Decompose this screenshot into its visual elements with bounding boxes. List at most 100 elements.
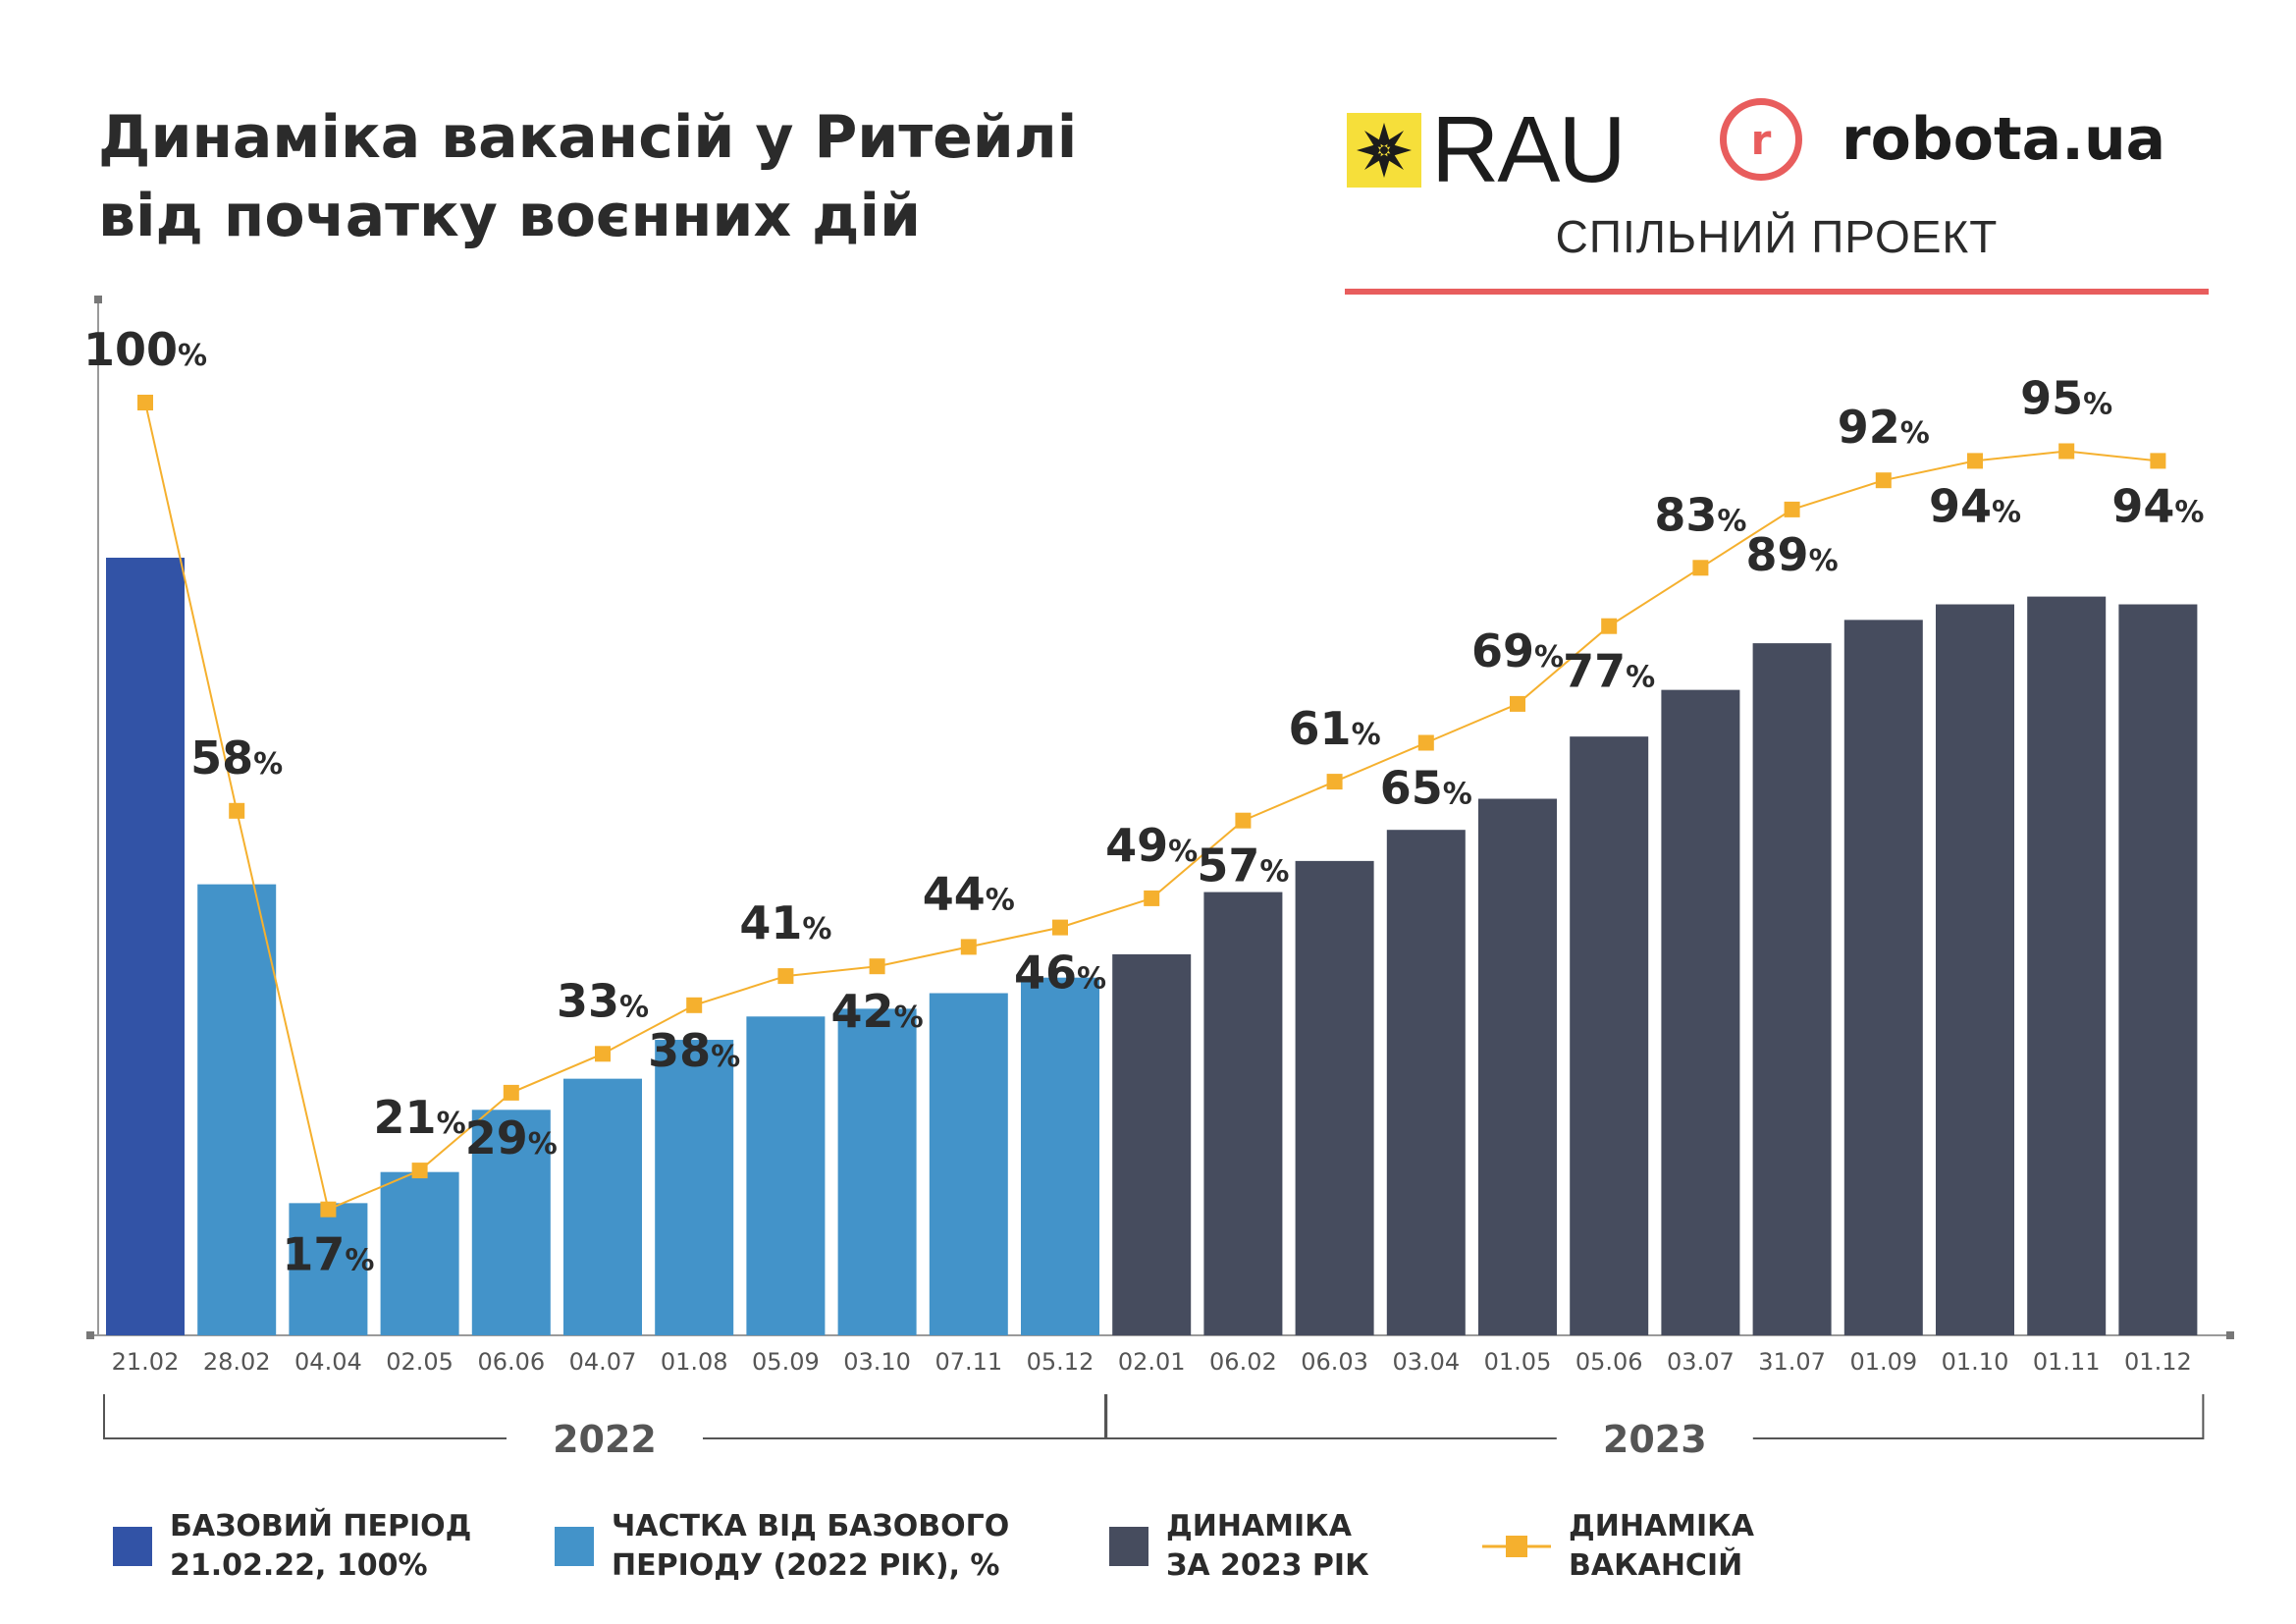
bar-06.06 bbox=[471, 1110, 551, 1335]
data-label: 89% bbox=[1746, 528, 1839, 581]
x-tick-label: 21.02 bbox=[112, 1348, 180, 1376]
bar-05.12 bbox=[1021, 977, 1099, 1335]
bar-06.02 bbox=[1203, 892, 1283, 1335]
axis-origin-cap bbox=[86, 1331, 94, 1339]
joint-project-label: СПІЛЬНИЙ ПРОЕКТ bbox=[1555, 211, 1999, 262]
x-tick-label: 05.09 bbox=[752, 1348, 820, 1376]
year-group-2022: 2022 bbox=[103, 1394, 1106, 1461]
data-label: 17% bbox=[282, 1228, 374, 1281]
x-tick-label: 03.07 bbox=[1667, 1348, 1735, 1376]
legend-line-marker-icon bbox=[1482, 1536, 1551, 1557]
legend-item-dynamics-2023: ДИНАМІКА ЗА 2023 РІК bbox=[1109, 1507, 1369, 1586]
legend-label-2023-1: ДИНАМІКА bbox=[1166, 1509, 1352, 1543]
rau-wordmark: RAU bbox=[1431, 97, 1627, 202]
year-label: 2022 bbox=[553, 1418, 657, 1461]
title-line-2: від початку воєнних дій bbox=[98, 182, 922, 250]
x-tick-labels-layer: 21.02 28.02 04.04 02.05 06.06 04.07 01.08 05.09… bbox=[112, 1348, 2192, 1376]
bar-06.03 bbox=[1295, 860, 1374, 1335]
data-label: 57% bbox=[1197, 839, 1289, 893]
line-marker bbox=[2058, 443, 2075, 460]
data-label: 49% bbox=[1105, 819, 1198, 872]
line-marker bbox=[1417, 734, 1434, 751]
year-label: 2023 bbox=[1603, 1418, 1707, 1461]
line-marker bbox=[1692, 560, 1709, 576]
x-tick-label: 28.02 bbox=[203, 1348, 271, 1376]
line-marker bbox=[2150, 453, 2166, 469]
bar-21.02 bbox=[106, 558, 185, 1335]
bar-31.07 bbox=[1752, 643, 1832, 1335]
rau-logo: RAU bbox=[1347, 97, 1627, 202]
data-label: 77% bbox=[1563, 645, 1655, 698]
line-marker bbox=[777, 968, 794, 985]
line-marker bbox=[1510, 695, 1525, 712]
rau-star-icon bbox=[1347, 113, 1421, 188]
bar-01.11 bbox=[2027, 596, 2107, 1335]
data-label: 21% bbox=[374, 1091, 466, 1144]
robota-wordmark: robota.ua bbox=[1842, 105, 2166, 174]
x-tick-label: 01.12 bbox=[2124, 1348, 2192, 1376]
robota-r-icon: r bbox=[1720, 98, 1802, 181]
robota-logo: r robota.ua bbox=[1720, 98, 2165, 181]
legend-item-share-2022: ЧАСТКА ВІД БАЗОВОГО ПЕРІОДУ (2022 РІК), … bbox=[555, 1507, 1009, 1586]
data-label: 61% bbox=[1289, 702, 1381, 755]
data-label: 92% bbox=[1838, 401, 1930, 454]
legend-swatch-dynamics-2023 bbox=[1109, 1527, 1148, 1566]
line-marker bbox=[503, 1084, 519, 1101]
x-tick-label: 02.05 bbox=[386, 1348, 454, 1376]
bars-layer bbox=[106, 558, 2198, 1335]
x-tick-label: 02.01 bbox=[1118, 1348, 1186, 1376]
x-tick-label: 05.06 bbox=[1575, 1348, 1643, 1376]
legend-label-base-2: 21.02.22, 100% bbox=[170, 1548, 428, 1583]
x-tick-label: 01.05 bbox=[1484, 1348, 1552, 1376]
bar-03.04 bbox=[1386, 830, 1466, 1335]
bar-01.05 bbox=[1478, 798, 1557, 1335]
bar-01.09 bbox=[1843, 620, 1923, 1335]
bar-02.05 bbox=[380, 1171, 459, 1335]
year-groups-layer: 2022 2023 bbox=[103, 1394, 2205, 1461]
data-label: 94% bbox=[1929, 479, 2021, 532]
legend-swatch-base bbox=[113, 1527, 152, 1566]
data-label: 33% bbox=[557, 974, 649, 1027]
bar-04.04 bbox=[289, 1203, 368, 1335]
data-label: 69% bbox=[1471, 624, 1564, 677]
legend-label-vac-2: ВАКАНСІЙ bbox=[1569, 1548, 1743, 1583]
line-marker bbox=[1784, 501, 1800, 517]
data-label: 44% bbox=[923, 867, 1015, 920]
legend-item-base: БАЗОВИЙ ПЕРІОД 21.02.22, 100% bbox=[113, 1507, 471, 1586]
line-marker bbox=[1052, 919, 1068, 936]
legend-label-share-2: ПЕРІОДУ (2022 РІК), % bbox=[612, 1548, 1000, 1583]
x-tick-label: 05.12 bbox=[1027, 1348, 1095, 1376]
x-tick-label: 04.07 bbox=[569, 1348, 637, 1376]
x-tick-label: 31.07 bbox=[1758, 1348, 1826, 1376]
data-label: 38% bbox=[648, 1024, 740, 1077]
x-tick-label: 07.11 bbox=[934, 1348, 1002, 1376]
line-marker bbox=[595, 1046, 611, 1062]
year-group-2023: 2023 bbox=[1105, 1394, 2205, 1461]
line-marker bbox=[960, 939, 977, 955]
line-marker bbox=[869, 958, 885, 975]
legend-label-vac-1: ДИНАМІКА bbox=[1569, 1509, 1754, 1543]
x-tick-label: 01.08 bbox=[661, 1348, 728, 1376]
x-tick-label: 06.06 bbox=[477, 1348, 545, 1376]
line-marker bbox=[229, 802, 245, 819]
x-tick-label: 01.09 bbox=[1849, 1348, 1917, 1376]
data-label: 65% bbox=[1380, 762, 1472, 815]
legend-item-vacancy-dynamics: ДИНАМІКА ВАКАНСІЙ bbox=[1482, 1507, 1754, 1586]
line-marker bbox=[137, 395, 153, 410]
data-label: 42% bbox=[831, 985, 924, 1038]
value-labels-layer: 100% 58% 17% 21% 29% 33%38% 41%42% 44% 46% 49% 57%… bbox=[83, 323, 2204, 1281]
bar-04.07 bbox=[563, 1078, 642, 1335]
bar-28.02 bbox=[197, 884, 277, 1335]
x-tick-label: 01.10 bbox=[1942, 1348, 2009, 1376]
chart-title: Динаміка вакансій у Ритейлі від початку … bbox=[98, 98, 1077, 255]
bar-03.10 bbox=[837, 1008, 917, 1335]
bar-01.10 bbox=[1936, 604, 2014, 1335]
line-marker bbox=[320, 1201, 337, 1218]
bar-07.11 bbox=[929, 993, 1008, 1335]
data-label: 58% bbox=[190, 731, 283, 785]
line-marker bbox=[1326, 774, 1343, 790]
data-label: 83% bbox=[1654, 488, 1746, 541]
bar-01.12 bbox=[2118, 604, 2198, 1335]
legend-label-share-1: ЧАСТКА ВІД БАЗОВОГО bbox=[612, 1509, 1010, 1543]
